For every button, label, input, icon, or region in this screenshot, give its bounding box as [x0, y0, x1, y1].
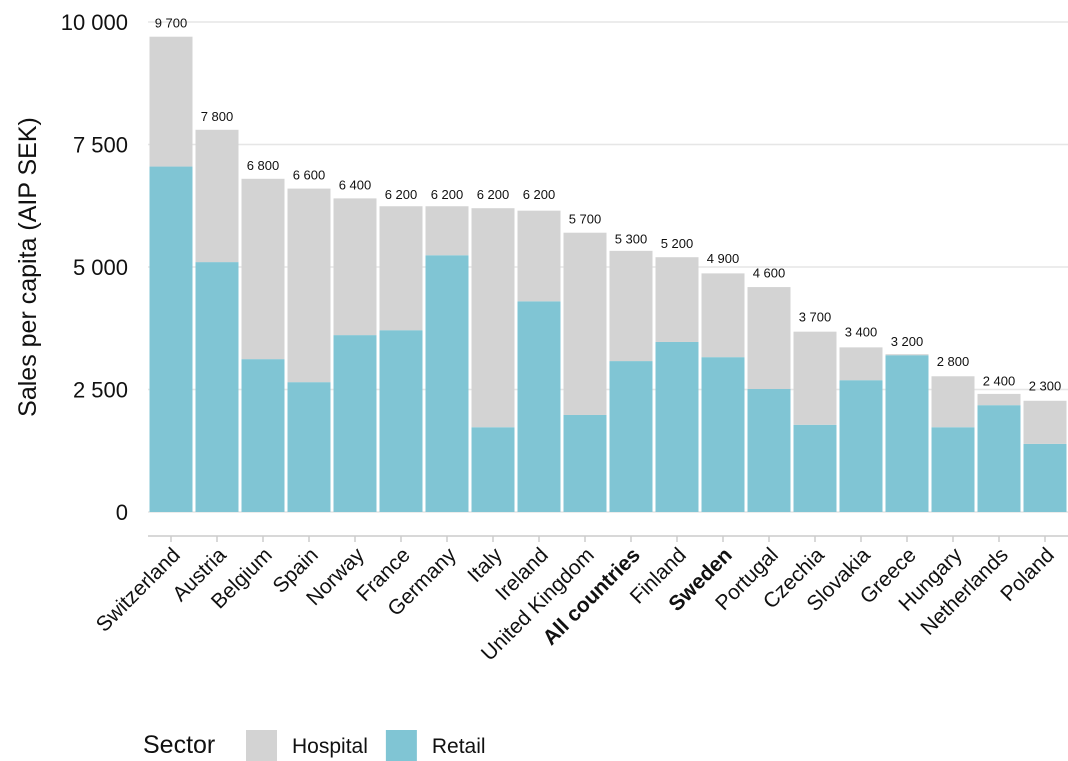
bar-segment — [195, 129, 239, 263]
bar-segment — [333, 335, 377, 512]
bar-segment — [655, 257, 699, 342]
bar-segment — [471, 427, 515, 512]
total-label: 6 200 — [523, 187, 556, 202]
bar-segment — [1023, 400, 1067, 444]
legend-label: Retail — [432, 735, 486, 758]
bar-segment — [517, 301, 561, 512]
bar-segment — [149, 36, 193, 167]
total-label: 9 700 — [155, 16, 188, 31]
y-tick-label: 2 500 — [73, 378, 128, 403]
bar-segment — [1023, 443, 1067, 512]
bar-segment — [747, 389, 791, 512]
total-label: 6 200 — [385, 187, 418, 202]
legend-swatch — [246, 730, 277, 761]
bar-segment — [793, 424, 837, 512]
bar-segment — [701, 357, 745, 512]
legend-label: Hospital — [292, 735, 368, 758]
total-label: 6 800 — [247, 158, 280, 173]
bar-segment — [839, 347, 883, 381]
total-label: 6 400 — [339, 177, 372, 192]
total-label: 5 700 — [569, 212, 602, 227]
bar-segment — [793, 331, 837, 425]
bar-segment — [609, 250, 653, 362]
bar-segment — [333, 198, 377, 336]
bar-segment — [747, 287, 791, 390]
bar-segment — [563, 414, 607, 512]
total-label: 2 300 — [1029, 378, 1062, 393]
bar-segment — [379, 206, 423, 331]
bar-segment — [425, 206, 469, 256]
total-label: 6 600 — [293, 168, 326, 183]
total-label: 5 200 — [661, 236, 694, 251]
total-label: 2 800 — [937, 354, 970, 369]
y-tick-label: 7 500 — [73, 133, 128, 158]
y-tick-label: 5 000 — [73, 255, 128, 280]
total-label: 3 200 — [891, 334, 924, 349]
bar-segment — [195, 262, 239, 512]
y-tick-label: 10 000 — [61, 10, 128, 35]
bar-segment — [931, 427, 975, 512]
bar-segment — [701, 273, 745, 358]
total-label: 6 200 — [431, 187, 464, 202]
total-label: 7 800 — [201, 109, 234, 124]
y-axis-label: Sales per capita (AIP SEK) — [14, 117, 42, 417]
y-tick-label: 0 — [116, 500, 128, 525]
bar-segment — [977, 393, 1021, 406]
bar-segment — [241, 178, 285, 360]
bar-segment — [517, 210, 561, 302]
total-label: 2 400 — [983, 373, 1016, 388]
bar-segment — [149, 166, 193, 513]
bar-segment — [287, 382, 331, 512]
bar-segment — [379, 330, 423, 512]
bar-segment — [287, 188, 331, 383]
bar-segment — [425, 255, 469, 513]
bar-segment — [655, 341, 699, 512]
bar-segment — [885, 354, 929, 356]
total-label: 3 700 — [799, 310, 832, 325]
bar-segment — [609, 361, 653, 512]
bar-segment — [885, 355, 929, 512]
bar-segment — [931, 376, 975, 428]
total-label: 3 400 — [845, 324, 878, 339]
bar-segment — [977, 405, 1021, 512]
bar-segment — [839, 380, 883, 512]
bar-segment — [563, 232, 607, 415]
total-label: 4 900 — [707, 251, 740, 266]
total-label: 6 200 — [477, 187, 510, 202]
legend-title: Sector — [143, 731, 215, 759]
bar-segment — [241, 359, 285, 512]
bar-segment — [471, 208, 515, 428]
total-label: 4 600 — [753, 266, 786, 281]
total-label: 5 300 — [615, 231, 648, 246]
legend-swatch — [385, 730, 417, 761]
